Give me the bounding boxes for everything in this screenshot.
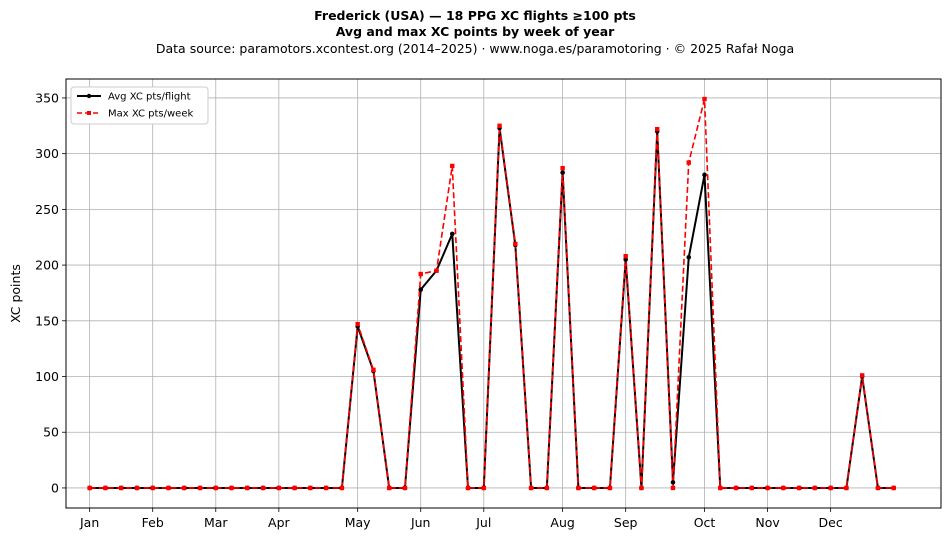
data-point-max xyxy=(418,271,423,277)
data-point-max xyxy=(765,485,770,491)
data-point-max xyxy=(197,485,203,491)
x-tick-label: Jun xyxy=(410,515,431,530)
data-point-max xyxy=(166,485,171,491)
legend: Avg XC pts/flight Max XC pts/week xyxy=(70,86,209,125)
data-point-max xyxy=(812,485,818,491)
data-point-max xyxy=(607,485,613,491)
data-point-max xyxy=(497,123,502,128)
data-point-max xyxy=(371,367,376,373)
x-tick-label: Nov xyxy=(755,515,780,530)
x-tick-label: Mar xyxy=(204,515,228,530)
data-point-max xyxy=(702,96,707,102)
data-point-avg xyxy=(560,170,565,175)
data-point-max xyxy=(544,485,550,491)
data-point-max xyxy=(450,163,455,169)
y-tick-label: 100 xyxy=(35,369,59,384)
y-tick-label: 150 xyxy=(35,313,59,328)
data-point-max xyxy=(150,485,155,491)
data-point-max xyxy=(213,485,218,491)
data-point-avg xyxy=(449,231,455,237)
data-point-max xyxy=(623,253,628,259)
y-tick-label: 50 xyxy=(43,425,59,440)
y-tick-label: 0 xyxy=(51,480,59,495)
chart-title: Frederick (USA) — 18 PPG XC flights ≥100… xyxy=(314,8,636,23)
series-line-max xyxy=(89,98,894,489)
data-point-max xyxy=(260,485,266,491)
grid-lines xyxy=(66,79,941,508)
chart-source: Data source: paramotors.xcontest.org (20… xyxy=(155,41,795,56)
data-point-max xyxy=(292,485,297,491)
y-tick-label: 350 xyxy=(35,90,59,105)
x-tick-label: May xyxy=(345,515,371,530)
y-tick-label: 200 xyxy=(35,258,59,273)
x-tick-label: Dec xyxy=(819,515,843,530)
chart-subtitle: Avg and max XC points by week of year xyxy=(335,24,615,39)
x-tick-label: Feb xyxy=(142,515,164,530)
legend-label-max: Max XC pts/week xyxy=(108,109,193,120)
legend-label-avg: Avg XC pts/flight xyxy=(108,92,191,103)
x-tick-label: Oct xyxy=(694,515,716,530)
series-lines xyxy=(89,98,894,489)
x-tick-label: Apr xyxy=(268,515,290,530)
x-tick-label: Jul xyxy=(475,515,491,530)
data-point-max xyxy=(103,485,108,491)
data-point-max xyxy=(655,126,660,132)
legend-marker-max xyxy=(87,111,91,115)
data-point-max xyxy=(560,165,565,171)
data-point-max xyxy=(718,485,723,491)
data-point-max xyxy=(229,485,234,491)
data-point-max xyxy=(402,485,408,491)
data-point-max xyxy=(828,485,833,491)
data-point-max xyxy=(781,485,786,491)
data-point-max xyxy=(686,160,691,165)
data-point-avg xyxy=(418,287,424,292)
y-axis-label: XC points xyxy=(8,264,23,323)
data-point-max xyxy=(591,485,597,491)
plot-frame xyxy=(65,78,942,509)
data-point-max xyxy=(434,268,439,273)
data-point-max xyxy=(339,485,345,491)
x-tick-label: Aug xyxy=(550,515,574,530)
data-point-max xyxy=(182,485,187,491)
data-point-max xyxy=(513,241,518,247)
chart-titles: Frederick (USA) — 18 PPG XC flights ≥100… xyxy=(0,8,950,57)
data-point-avg xyxy=(670,480,676,485)
data-point-max xyxy=(465,485,471,491)
data-point-avg xyxy=(702,172,707,178)
data-point-max xyxy=(796,485,802,491)
data-point-max xyxy=(87,485,92,491)
data-point-max xyxy=(733,485,739,491)
data-point-max xyxy=(844,485,849,491)
axis-ticks: Jan Feb Mar Apr May Jun Jul Aug Sep Oct Nov Dec 0 50 1… xyxy=(35,90,843,530)
data-point-max xyxy=(276,485,282,491)
data-point-max xyxy=(639,485,644,491)
y-tick-label: 300 xyxy=(35,146,59,161)
y-tick-label: 250 xyxy=(35,202,59,217)
data-point-max xyxy=(118,485,124,491)
data-point-max xyxy=(245,485,250,491)
data-point-max xyxy=(749,485,755,491)
data-point-max xyxy=(134,485,140,491)
data-point-max xyxy=(670,485,676,491)
data-point-max xyxy=(323,485,329,491)
data-point-max xyxy=(481,485,486,491)
data-point-max xyxy=(891,485,896,491)
data-point-max xyxy=(875,485,881,491)
data-point-max xyxy=(386,485,392,491)
data-point-max xyxy=(355,321,360,327)
legend-marker-avg xyxy=(86,93,92,99)
data-point-max xyxy=(528,485,534,491)
data-point-max xyxy=(308,485,313,491)
data-point-max xyxy=(576,485,581,491)
data-point-max xyxy=(859,373,865,378)
x-tick-label: Jan xyxy=(79,515,99,530)
legend-box xyxy=(70,86,209,125)
series-markers xyxy=(87,96,897,491)
data-point-avg xyxy=(686,254,692,260)
x-tick-label: Sep xyxy=(614,515,638,530)
